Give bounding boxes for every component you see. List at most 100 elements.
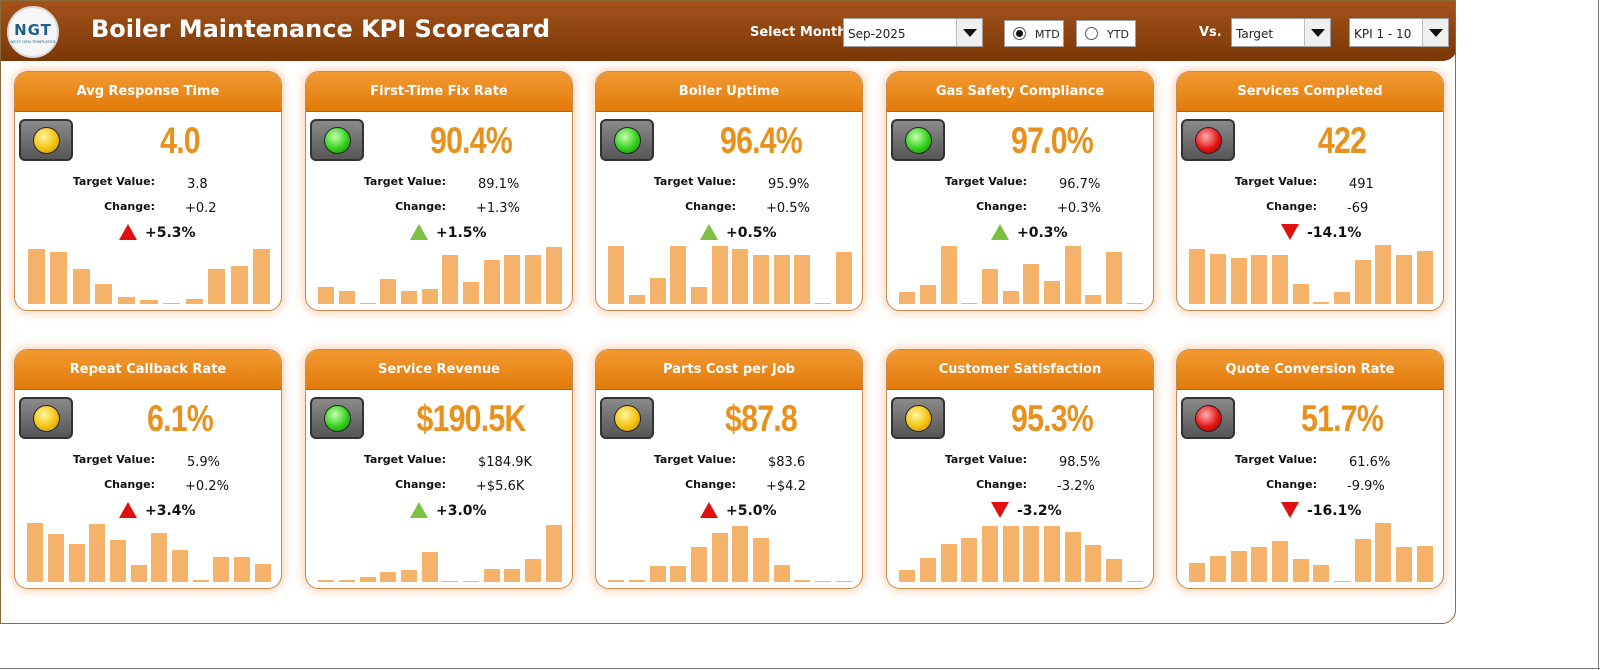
mtd-radio[interactable]: MTD <box>1004 20 1064 47</box>
kpi-range-dropdown[interactable]: KPI 1 - 10 <box>1349 18 1449 47</box>
sparkline-bar <box>1044 281 1060 304</box>
change-label: Change: <box>685 200 736 213</box>
sparkline-bar <box>1334 580 1350 582</box>
sparkline-bar <box>1126 302 1143 304</box>
change-value: -69 <box>1347 201 1369 216</box>
sparkline-bar <box>794 579 811 582</box>
change-percent: -3.2% <box>1017 503 1062 519</box>
sparkline-bar <box>162 302 181 304</box>
sparkline-bar <box>1354 260 1371 304</box>
sparkline-bar <box>773 254 790 304</box>
target-value: 96.7% <box>1059 177 1101 192</box>
vs-dropdown[interactable]: Target <box>1231 18 1331 47</box>
trend-sparkline <box>25 520 273 582</box>
change-percent: +0.3% <box>1017 225 1068 241</box>
target-label: Target Value: <box>653 175 736 188</box>
sparkline-bar <box>1375 523 1392 582</box>
arrow-up-icon <box>119 502 137 518</box>
sparkline-bar <box>982 269 998 304</box>
traffic-signal-icon <box>1181 119 1235 161</box>
vs-label: Vs. <box>1199 25 1222 40</box>
target-value: 61.6% <box>1349 455 1391 470</box>
ytd-radio[interactable]: YTD <box>1076 20 1136 47</box>
kpi-card-title: Avg Response Time <box>15 72 281 112</box>
sparkline-bar <box>48 534 64 582</box>
sparkline-bar <box>670 246 687 304</box>
sparkline-bar <box>670 566 687 582</box>
sparkline-bar <box>1416 546 1433 582</box>
traffic-signal-icon <box>1181 397 1235 439</box>
sparkline-bar <box>794 254 811 304</box>
traffic-signal-icon <box>600 397 654 439</box>
sparkline-bar <box>463 282 479 304</box>
sparkline-bar <box>68 543 85 582</box>
sparkline-bar <box>234 556 250 582</box>
sparkline-bar <box>835 580 852 582</box>
sparkline-bar <box>117 297 135 304</box>
traffic-signal-icon <box>19 119 73 161</box>
sparkline-bar <box>483 568 500 582</box>
kpi-value: $190.5K <box>416 398 527 439</box>
logo-mark: NGT <box>14 20 52 39</box>
sparkline-bar <box>1189 249 1206 304</box>
sparkline-bar <box>1396 547 1412 582</box>
change-label: Change: <box>685 478 736 491</box>
sparkline-bar <box>208 268 226 304</box>
change-value: +$4.2 <box>766 479 806 494</box>
sparkline-bar <box>691 547 707 582</box>
sparkline-bar <box>1354 538 1371 582</box>
sparkline-bar <box>72 268 90 304</box>
mtd-label: MTD <box>1035 28 1060 41</box>
target-value: 98.5% <box>1059 455 1101 470</box>
change-label: Change: <box>1266 478 1317 491</box>
sparkline-bar <box>545 247 562 304</box>
sparkline-bar <box>1023 263 1040 304</box>
signal-yellow-icon <box>904 404 932 432</box>
sparkline-bar <box>629 579 645 582</box>
kpi-card-title: Service Revenue <box>306 350 572 390</box>
sparkline-bar <box>1085 544 1102 582</box>
sparkline-bar <box>401 290 417 304</box>
chevron-down-icon[interactable] <box>956 19 982 46</box>
chevron-down-icon[interactable] <box>1304 19 1330 46</box>
sparkline-bar <box>1023 525 1040 582</box>
change-percent: +5.0% <box>726 503 777 519</box>
kpi-card-title: Quote Conversion Rate <box>1177 350 1443 390</box>
kpi-value: $87.8 <box>725 398 798 439</box>
target-value: $184.9K <box>478 455 533 470</box>
sparkline-bar <box>318 579 335 582</box>
arrow-up-icon <box>700 224 718 240</box>
sparkline-bar <box>753 254 769 304</box>
sparkline-bar <box>608 246 625 304</box>
sparkline-bar <box>982 525 998 582</box>
change-value: +0.3% <box>1057 201 1101 216</box>
dashboard-frame: NGT NEXT GEN TEMPLATES Boiler Maintenanc… <box>0 0 1456 624</box>
change-value: +0.5% <box>766 201 810 216</box>
month-dropdown[interactable]: Sep-2025 <box>843 18 983 47</box>
change-value: -9.9% <box>1347 479 1385 494</box>
sparkline-bar <box>230 266 248 304</box>
change-percent: +3.4% <box>145 503 196 519</box>
sparkline-bar <box>380 278 397 304</box>
sparkline-bar <box>920 558 936 582</box>
target-value: 89.1% <box>478 177 520 192</box>
kpi-value: 51.7% <box>1301 398 1384 439</box>
sparkline-bar <box>192 579 209 582</box>
sparkline-bar <box>110 540 126 582</box>
trend-sparkline <box>1187 242 1435 304</box>
target-value: 95.9% <box>768 177 810 192</box>
sparkline-bar <box>421 289 438 304</box>
sparkline-bar <box>254 564 271 582</box>
target-label: Target Value: <box>363 453 446 466</box>
sparkline-bar <box>835 251 852 304</box>
sparkline-bar <box>1272 541 1288 582</box>
signal-green-icon <box>323 404 351 432</box>
arrow-down-icon <box>1281 224 1299 240</box>
logo: NGT NEXT GEN TEMPLATES <box>7 6 59 58</box>
sparkline-bar <box>1396 254 1412 304</box>
chevron-down-icon[interactable] <box>1422 19 1448 46</box>
trend-sparkline <box>897 520 1145 582</box>
change-value: +1.3% <box>476 201 520 216</box>
sparkline-bar <box>711 246 728 304</box>
sparkline-bar <box>732 525 749 582</box>
